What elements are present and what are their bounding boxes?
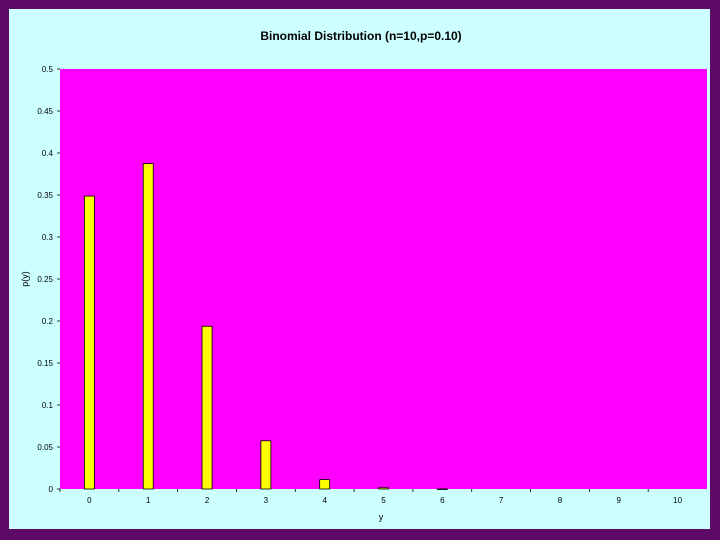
bar-3 <box>260 440 272 490</box>
x-tick-label: 3 <box>264 496 269 505</box>
x-tick-label: 0 <box>87 496 92 505</box>
bar-4 <box>319 479 331 490</box>
bar-6 <box>436 488 448 490</box>
x-tick-label: 9 <box>617 496 622 505</box>
bar-0 <box>84 195 95 490</box>
x-tick-label: 10 <box>673 496 682 505</box>
plot-area <box>60 69 707 489</box>
y-tick-label: 0.35 <box>37 191 53 200</box>
x-tick-label: 2 <box>205 496 210 505</box>
y-tick-label: 0.2 <box>42 317 54 326</box>
bar-5 <box>378 487 389 490</box>
x-tick-label: 6 <box>440 496 445 505</box>
y-tick-label: 0.45 <box>37 107 53 116</box>
x-axis-title: y <box>379 512 384 522</box>
y-tick-label: 0.05 <box>37 443 53 452</box>
bar-2 <box>201 325 213 490</box>
y-tick-label: 0 <box>49 485 54 494</box>
x-axis-ticks: 0 1 2 3 4 5 6 7 8 9 10 <box>59 489 683 505</box>
bar-1 <box>142 163 154 490</box>
y-axis-title: p(y) <box>20 271 30 287</box>
y-tick-label: 0.5 <box>42 65 54 74</box>
y-tick-label: 0.25 <box>37 275 53 284</box>
x-tick-label: 8 <box>558 496 563 505</box>
y-tick-label: 0.3 <box>42 233 54 242</box>
bars-group <box>84 163 448 490</box>
slide-background: Binomial Distribution (n=10,p=0.10) 0 0.0… <box>9 9 710 529</box>
binomial-bar-chart: Binomial Distribution (n=10,p=0.10) 0 0.0… <box>20 29 707 522</box>
x-tick-label: 7 <box>499 496 504 505</box>
x-tick-label: 4 <box>322 496 327 505</box>
x-tick-label: 1 <box>146 496 151 505</box>
chart-title: Binomial Distribution (n=10,p=0.10) <box>260 29 461 43</box>
y-tick-label: 0.1 <box>42 401 54 410</box>
y-tick-label: 0.4 <box>42 149 54 158</box>
y-tick-label: 0.15 <box>37 359 53 368</box>
y-axis-ticks: 0 0.05 0.1 0.15 0.2 0.25 0.3 0.35 0.4 0.45 0.5 <box>37 65 60 494</box>
x-tick-label: 5 <box>381 496 386 505</box>
